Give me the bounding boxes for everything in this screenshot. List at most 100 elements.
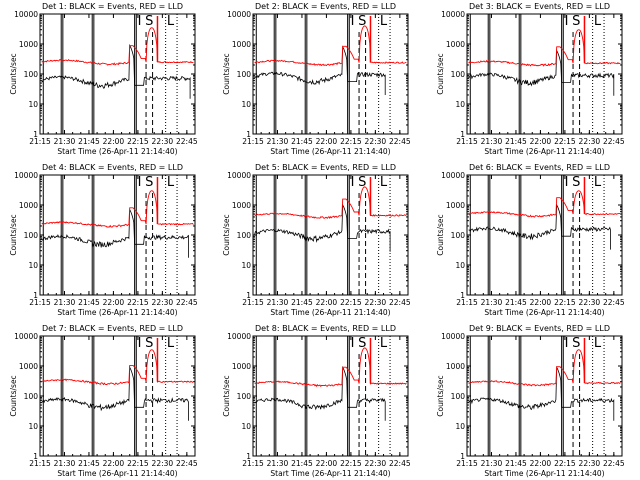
x-tick-label: 22:00: [103, 298, 125, 307]
y-tick-label: 10000: [227, 171, 251, 180]
panel-title: Det 4: BLACK = Events, RED = LLD: [42, 163, 183, 172]
x-tick-label: 22:30: [365, 298, 387, 307]
panel-det-3: Det 3: BLACK = Events, RED = LLD 1 10 100 10…: [436, 2, 625, 156]
interval-marker-S: S: [145, 175, 153, 190]
x-tick-label: 22:45: [603, 459, 625, 468]
interval-marker-L: L: [380, 336, 388, 351]
x-tick-label: 22:45: [389, 298, 411, 307]
y-tick-label: 10: [241, 422, 251, 431]
x-axis-label: Start Time (26-Apr-11 21:14:40): [270, 469, 390, 478]
y-tick-label: 10000: [441, 10, 465, 19]
interval-marker-S: S: [572, 336, 580, 351]
interval-marker-S: S: [572, 175, 580, 190]
y-tick-label: 10000: [14, 332, 38, 341]
events-series-line: [468, 365, 615, 421]
events-series-line: [254, 203, 391, 252]
interval-marker-I: I: [565, 14, 569, 29]
interval-marker-L: L: [380, 14, 388, 29]
y-tick-label: 100: [24, 231, 39, 240]
lld-series-line: [41, 190, 194, 228]
x-tick-label: 21:15: [242, 459, 264, 468]
interval-marker-L: L: [594, 175, 602, 190]
x-tick-label: 22:45: [389, 459, 411, 468]
panel-det-1: Det 1: BLACK = Events, RED = LLD 1 10 100 10…: [9, 2, 198, 156]
x-tick-label: 21:15: [456, 459, 478, 468]
x-tick-label: 21:30: [481, 298, 503, 307]
x-tick-label: 21:30: [267, 298, 289, 307]
lld-series-line: [468, 190, 621, 218]
x-axis-label: Start Time (26-Apr-11 21:14:40): [270, 147, 390, 156]
x-axis-label: Start Time (26-Apr-11 21:14:40): [484, 308, 604, 317]
x-tick-label: 21:45: [78, 298, 100, 307]
x-tick-label: 22:00: [103, 137, 125, 146]
y-tick-label: 1: [460, 291, 465, 300]
panel-title: Det 3: BLACK = Events, RED = LLD: [469, 2, 610, 11]
y-tick-label: 1000: [232, 362, 251, 371]
events-series-line: [41, 43, 191, 99]
interval-marker-S: S: [145, 336, 153, 351]
events-series-line: [41, 209, 189, 258]
x-tick-label: 22:15: [340, 459, 362, 468]
interval-marker-S: S: [358, 336, 366, 351]
panel-det-9: Det 9: BLACK = Events, RED = LLD 1 10 100 10…: [436, 324, 625, 478]
x-tick-label: 21:30: [481, 459, 503, 468]
x-tick-label: 22:30: [365, 137, 387, 146]
interval-marker-L: L: [594, 14, 602, 29]
x-tick-label: 22:15: [340, 137, 362, 146]
x-tick-label: 22:30: [579, 459, 601, 468]
x-axis-label: Start Time (26-Apr-11 21:14:40): [57, 469, 177, 478]
y-tick-label: 10: [241, 261, 251, 270]
y-tick-label: 100: [237, 231, 252, 240]
x-tick-label: 21:45: [505, 298, 527, 307]
y-tick-label: 100: [237, 392, 252, 401]
interval-marker-S: S: [572, 14, 580, 29]
y-axis-label: Counts/sec: [222, 375, 231, 416]
x-tick-label: 21:45: [291, 137, 313, 146]
x-axis-label: Start Time (26-Apr-11 21:14:40): [270, 308, 390, 317]
x-tick-label: 21:15: [242, 298, 264, 307]
x-tick-label: 22:15: [554, 137, 576, 146]
y-axis-label: Counts/sec: [222, 53, 231, 94]
x-tick-label: 22:30: [152, 137, 174, 146]
interval-marker-S: S: [145, 14, 153, 29]
x-tick-label: 21:30: [267, 137, 289, 146]
y-tick-label: 1: [246, 130, 251, 139]
x-tick-label: 22:00: [316, 298, 338, 307]
interval-marker-L: L: [167, 175, 175, 190]
y-tick-label: 1: [33, 452, 38, 461]
y-tick-label: 1000: [232, 40, 251, 49]
lld-series-line: [41, 349, 194, 386]
interval-marker-L: L: [594, 336, 602, 351]
x-tick-label: 22:30: [579, 298, 601, 307]
y-tick-label: 10000: [227, 332, 251, 341]
y-tick-label: 100: [451, 70, 466, 79]
y-tick-label: 10: [28, 100, 38, 109]
y-tick-label: 1000: [19, 40, 38, 49]
x-tick-label: 22:15: [554, 459, 576, 468]
panel-title: Det 7: BLACK = Events, RED = LLD: [42, 324, 183, 333]
x-tick-label: 21:45: [505, 137, 527, 146]
x-tick-label: 22:15: [127, 459, 149, 468]
x-axis-label: Start Time (26-Apr-11 21:14:40): [484, 469, 604, 478]
interval-marker-L: L: [380, 175, 388, 190]
y-tick-label: 10000: [441, 332, 465, 341]
x-tick-label: 22:45: [176, 137, 198, 146]
y-tick-label: 1000: [446, 362, 465, 371]
y-axis-label: Counts/sec: [9, 53, 18, 94]
x-tick-label: 22:45: [389, 137, 411, 146]
lld-series-line: [41, 27, 194, 66]
panel-det-4: Det 4: BLACK = Events, RED = LLD 1 10 100 10…: [9, 163, 198, 317]
x-tick-label: 22:15: [127, 298, 149, 307]
lld-series-line: [468, 29, 621, 67]
x-tick-label: 21:15: [242, 137, 264, 146]
events-series-line: [41, 365, 189, 421]
panel-title: Det 6: BLACK = Events, RED = LLD: [469, 163, 610, 172]
y-axis-label: Counts/sec: [436, 214, 445, 255]
panel-det-2: Det 2: BLACK = Events, RED = LLD 1 10 100 10…: [222, 2, 411, 156]
y-tick-label: 100: [24, 70, 39, 79]
y-tick-label: 1000: [19, 201, 38, 210]
x-tick-label: 21:45: [291, 459, 313, 468]
interval-marker-L: L: [167, 14, 175, 29]
panel-title: Det 2: BLACK = Events, RED = LLD: [255, 2, 396, 11]
